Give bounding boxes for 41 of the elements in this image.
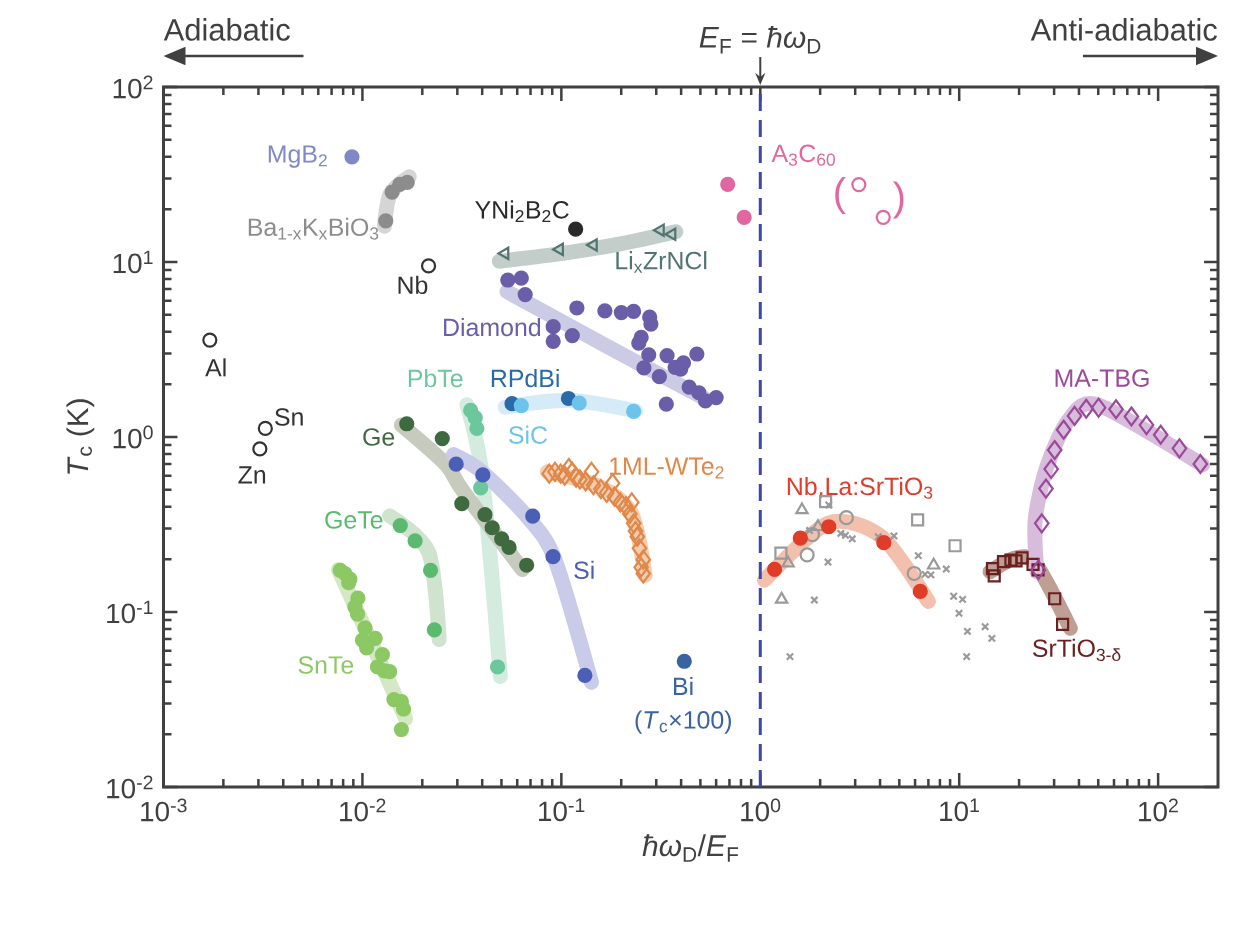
- y-tick-label: 10$^{-2}$: [107, 775, 153, 799]
- series-label: Si: [574, 560, 594, 580]
- y-tick-label: 10$^{2}$: [113, 75, 153, 99]
- series-label: Bi: [674, 676, 693, 695]
- x-tick-label: 10$^{-2}$: [340, 798, 386, 822]
- annotation: (: [835, 176, 846, 215]
- series-label: RPdBi: [491, 368, 559, 388]
- series-label: Zn: [238, 466, 266, 484]
- series-label: MA-TBG: [1055, 369, 1149, 387]
- x-axis-title: ħω$_{D}$/E$_{F}$: [642, 834, 739, 862]
- series-label: GeTe: [325, 511, 383, 529]
- series-label: SrTiO$_{3-δ}$: [1032, 638, 1121, 662]
- series-label: Nb: [398, 275, 428, 295]
- y-tick-label: 10$^{-1}$: [107, 600, 153, 624]
- text: Anti-adiabatic: [1030, 18, 1217, 41]
- series-label: Diamond: [444, 317, 541, 337]
- series-label: A$_{3}$C$_{60}$: [771, 144, 835, 166]
- x-tick-label: 10$^{2}$: [1139, 798, 1178, 822]
- series-label: YNi$_{2}$B$_{2}$C: [475, 200, 569, 223]
- legend-label: Al: [205, 358, 226, 377]
- annotation: (T$_{c}$×100): [635, 710, 731, 734]
- series-label: Sn: [275, 408, 303, 426]
- series-label: MgB$_{2}$: [268, 145, 327, 168]
- series-label: 1ML-WTe$_{2}$: [610, 457, 724, 479]
- x-tick-label: 10$^{0}$: [741, 798, 781, 822]
- x-tick-label: 10$^{-3}$: [141, 798, 187, 822]
- y-tick-label: 10$^{1}$: [113, 250, 153, 274]
- series-label: SiC: [509, 425, 548, 444]
- series-label: PbTe: [408, 368, 463, 388]
- series-label: Nb,La:SrTiO$_{3}$: [787, 476, 933, 499]
- ref-line-label: E$_{F}$ = ħω$_{D}$: [699, 25, 821, 54]
- annotation: ): [892, 181, 904, 219]
- series-label: SnTe: [298, 656, 354, 674]
- series-label: Ge: [363, 428, 395, 446]
- series-label: Ba$_{1-x}$K$_{x}$BiO$_{3}$: [248, 217, 379, 240]
- y-tick-label: 10$^{0}$: [113, 425, 153, 449]
- x-tick-label: 10$^{1}$: [940, 798, 979, 822]
- x-tick-label: 10$^{-1}$: [539, 798, 585, 822]
- y-axis-title: T$_{c}$ (K): [66, 399, 95, 474]
- text: Adiabatic: [163, 18, 290, 41]
- series-label: Li$_{x}$ZrNCl: [616, 251, 707, 273]
